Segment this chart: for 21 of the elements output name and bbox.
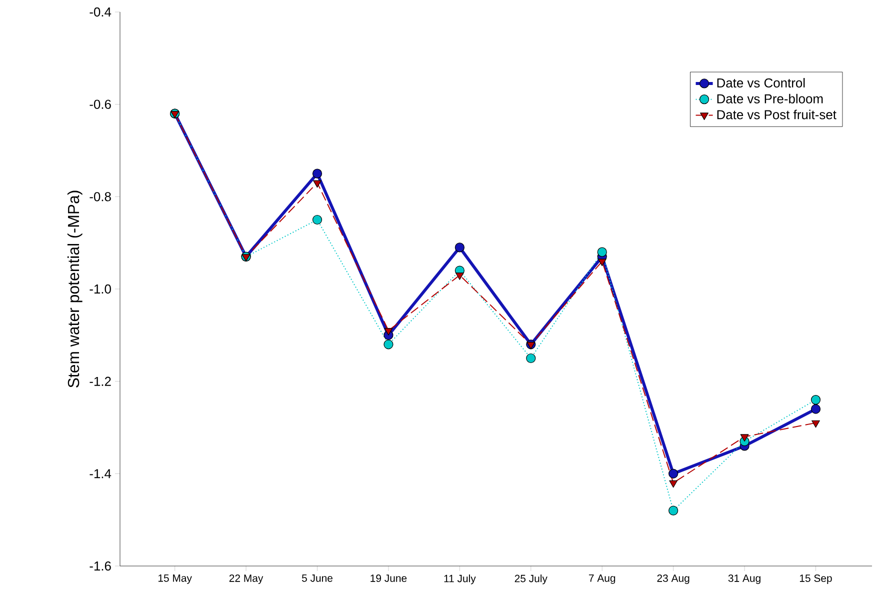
y-tick-label: -0.4 — [90, 7, 112, 17]
x-tick-label: 22 May — [229, 574, 264, 584]
x-tick-label: 7 Aug — [588, 574, 616, 584]
x-tick-label: 15 May — [158, 574, 192, 584]
x-tick-label: 23 Aug — [657, 574, 690, 584]
x-tick-label: 5 June — [302, 574, 332, 582]
legend-label: Date vs Control — [717, 78, 805, 88]
x-tick-label: 19 June — [370, 574, 407, 582]
x-tick-label: 31 Aug — [728, 574, 760, 584]
y-tick-label: -1.6 — [90, 561, 111, 571]
x-tick-label: 25 July — [514, 574, 548, 584]
legend-label: Date vs Pre-bloom — [717, 94, 823, 104]
y-tick-label: -1.0 — [90, 284, 111, 294]
y-tick-label: -0.6 — [90, 100, 111, 109]
x-tick-label: 15 Sep — [800, 574, 832, 584]
y-tick-label: -1.2 — [90, 376, 111, 386]
y-tick-label: -0.8 — [90, 192, 111, 202]
legend-label: Date vs Post fruit-set — [717, 110, 836, 120]
x-tick-label: 11 July — [444, 574, 476, 584]
y-tick-label: -1.4 — [90, 469, 112, 478]
y-axis-title: Stem water potential (-MPa) — [67, 190, 82, 388]
